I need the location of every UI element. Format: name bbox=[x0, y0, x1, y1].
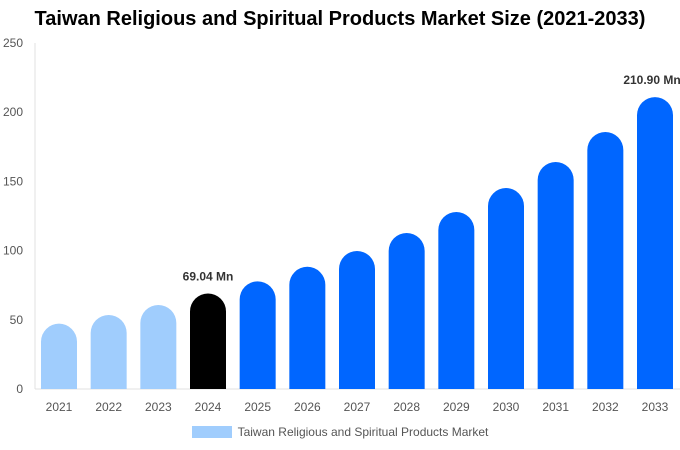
x-tick-label: 2028 bbox=[393, 400, 420, 414]
x-tick-label: 2027 bbox=[344, 400, 371, 414]
legend: Taiwan Religious and Spiritual Products … bbox=[0, 425, 680, 439]
bar-2027 bbox=[339, 251, 375, 389]
x-tick-label: 2032 bbox=[592, 400, 619, 414]
x-tick-label: 2024 bbox=[195, 400, 222, 414]
x-tick-label: 2022 bbox=[95, 400, 122, 414]
bar-2028 bbox=[388, 233, 425, 389]
x-tick-label: 2026 bbox=[294, 400, 321, 414]
x-tick-label: 2025 bbox=[244, 400, 271, 414]
x-tick-label: 2021 bbox=[46, 400, 73, 414]
bar-2030 bbox=[488, 188, 524, 389]
bar-2029 bbox=[438, 211, 475, 389]
legend-label: Taiwan Religious and Spiritual Products … bbox=[237, 425, 489, 439]
x-tick-label: 2029 bbox=[443, 400, 470, 414]
y-tick-label: 200 bbox=[3, 105, 23, 119]
bar-2032 bbox=[587, 131, 624, 389]
data-label: 69.04 Mn bbox=[183, 269, 234, 283]
y-tick-label: 150 bbox=[3, 174, 23, 188]
bar-2024 bbox=[190, 293, 226, 389]
x-tick-label: 2031 bbox=[542, 400, 569, 414]
bar-2033 bbox=[637, 97, 673, 389]
legend-swatch bbox=[191, 426, 232, 438]
bar-2025 bbox=[239, 281, 276, 389]
y-tick-label: 100 bbox=[3, 244, 23, 258]
bar-2023 bbox=[140, 304, 177, 389]
bar-2031 bbox=[537, 162, 574, 389]
y-tick-label: 50 bbox=[10, 313, 24, 327]
bar-2026 bbox=[289, 266, 326, 389]
y-tick-label: 0 bbox=[16, 382, 23, 396]
bar-2022 bbox=[90, 314, 127, 389]
x-tick-label: 2030 bbox=[493, 400, 520, 414]
x-tick-label: 2023 bbox=[145, 400, 172, 414]
x-tick-label: 2033 bbox=[642, 400, 669, 414]
y-tick-label: 250 bbox=[3, 36, 23, 50]
bar-2021 bbox=[41, 323, 77, 389]
data-label: 210.90 Mn bbox=[623, 73, 680, 87]
chart-title: Taiwan Religious and Spiritual Products … bbox=[34, 8, 646, 30]
